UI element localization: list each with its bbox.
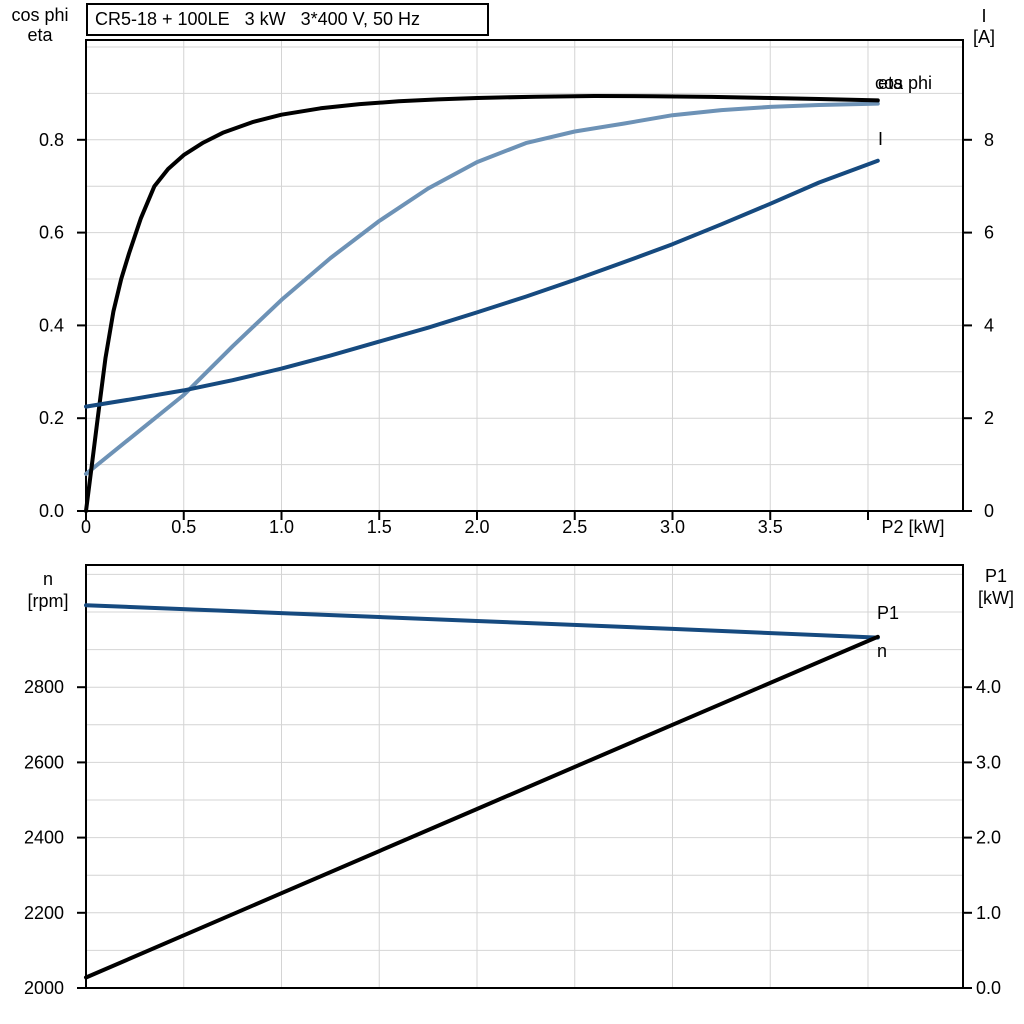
left-tick-label: 2000: [24, 978, 64, 998]
right-axis-title: [kW]: [978, 588, 1014, 608]
plot-frame: [85, 564, 964, 989]
motor-efficiency-chart-grid: [86, 40, 963, 511]
right-tick-label: 1.0: [976, 903, 1001, 923]
right-tick-label: 0.0: [976, 978, 1001, 998]
left-tick-label: 0.6: [39, 223, 64, 243]
cos-phi-curve-label: cos phi: [875, 73, 932, 93]
left-axis-title: eta: [27, 25, 53, 45]
left-axis-title: n: [43, 569, 53, 589]
motor-efficiency-chart: 0.0 0.2 0.4 0.6 0.8 0 2 4 6 8 0 0.5 1.0 1.5 2.0 2.5 3.0 3…: [11, 5, 995, 537]
left-tick-label: 2800: [24, 677, 64, 697]
eta-curve-label: eta: [878, 73, 904, 93]
x-tick-label: 2.0: [464, 517, 489, 537]
speed-power-chart: 200022002400260028000.01.02.03.04.0n[rpm…: [24, 564, 1014, 998]
x-tick-label: 1.5: [367, 517, 392, 537]
right-tick-label: 2.0: [976, 828, 1001, 848]
x-tick-label: 1.0: [269, 517, 294, 537]
left-axis-ticks: 2000 2200 2400 2600 2800: [24, 677, 86, 998]
left-axis-title: [rpm]: [27, 591, 68, 611]
right-tick-label: 4.0: [976, 677, 1001, 697]
right-axis-title: [A]: [973, 27, 995, 47]
speed-power-chart-grid: [86, 565, 963, 988]
p1-curve-label: P1: [877, 603, 899, 623]
n-curve-label: n: [877, 641, 887, 661]
left-tick-label: 2600: [24, 752, 64, 772]
left-tick-label: 0.0: [39, 501, 64, 521]
left-tick-label: 0.8: [39, 130, 64, 150]
right-axis-title: I: [981, 6, 986, 26]
left-axis-ticks: 0.0 0.2 0.4 0.6 0.8: [39, 130, 86, 521]
right-tick-label: 6: [984, 223, 994, 243]
x-axis-ticks: 0 0.5 1.0 1.5 2.0 2.5 3.0 3.5 P2 [kW]: [81, 511, 945, 537]
x-tick-label: 2.5: [562, 517, 587, 537]
eta-curve: [84, 94, 880, 513]
cos-phi-curve: [84, 101, 880, 476]
x-tick-label: 0: [81, 517, 91, 537]
left-axis-title: cos phi: [11, 5, 68, 25]
left-tick-label: 0.4: [39, 315, 64, 335]
chart-title: CR5-18 + 100LE 3 kW 3*400 V, 50 Hz: [95, 9, 421, 29]
n-curve: [84, 603, 880, 640]
right-axis-ticks: 0.0 1.0 2.0 3.0 4.0: [963, 677, 1001, 998]
right-axis-ticks: 0 2 4 6 8: [963, 130, 994, 521]
right-tick-label: 3.0: [976, 752, 1001, 772]
i-curve-label: I: [878, 129, 883, 149]
plot-frame: [85, 39, 964, 512]
right-tick-label: 0: [984, 501, 994, 521]
x-axis-title: P2 [kW]: [881, 517, 944, 537]
x-tick-label: 3.5: [758, 517, 783, 537]
right-tick-label: 2: [984, 408, 994, 428]
right-tick-label: 8: [984, 130, 994, 150]
left-tick-label: 2400: [24, 828, 64, 848]
left-tick-label: 2200: [24, 903, 64, 923]
right-tick-label: 4: [984, 315, 994, 335]
chart-title-box: CR5-18 + 100LE 3 kW 3*400 V, 50 Hz: [86, 3, 489, 36]
x-tick-label: 0.5: [171, 517, 196, 537]
right-axis-title: P1: [985, 566, 1007, 586]
left-tick-label: 0.2: [39, 408, 64, 428]
x-tick-label: 3.0: [660, 517, 685, 537]
p1-curve: [84, 634, 880, 980]
i-curve: [84, 158, 880, 409]
